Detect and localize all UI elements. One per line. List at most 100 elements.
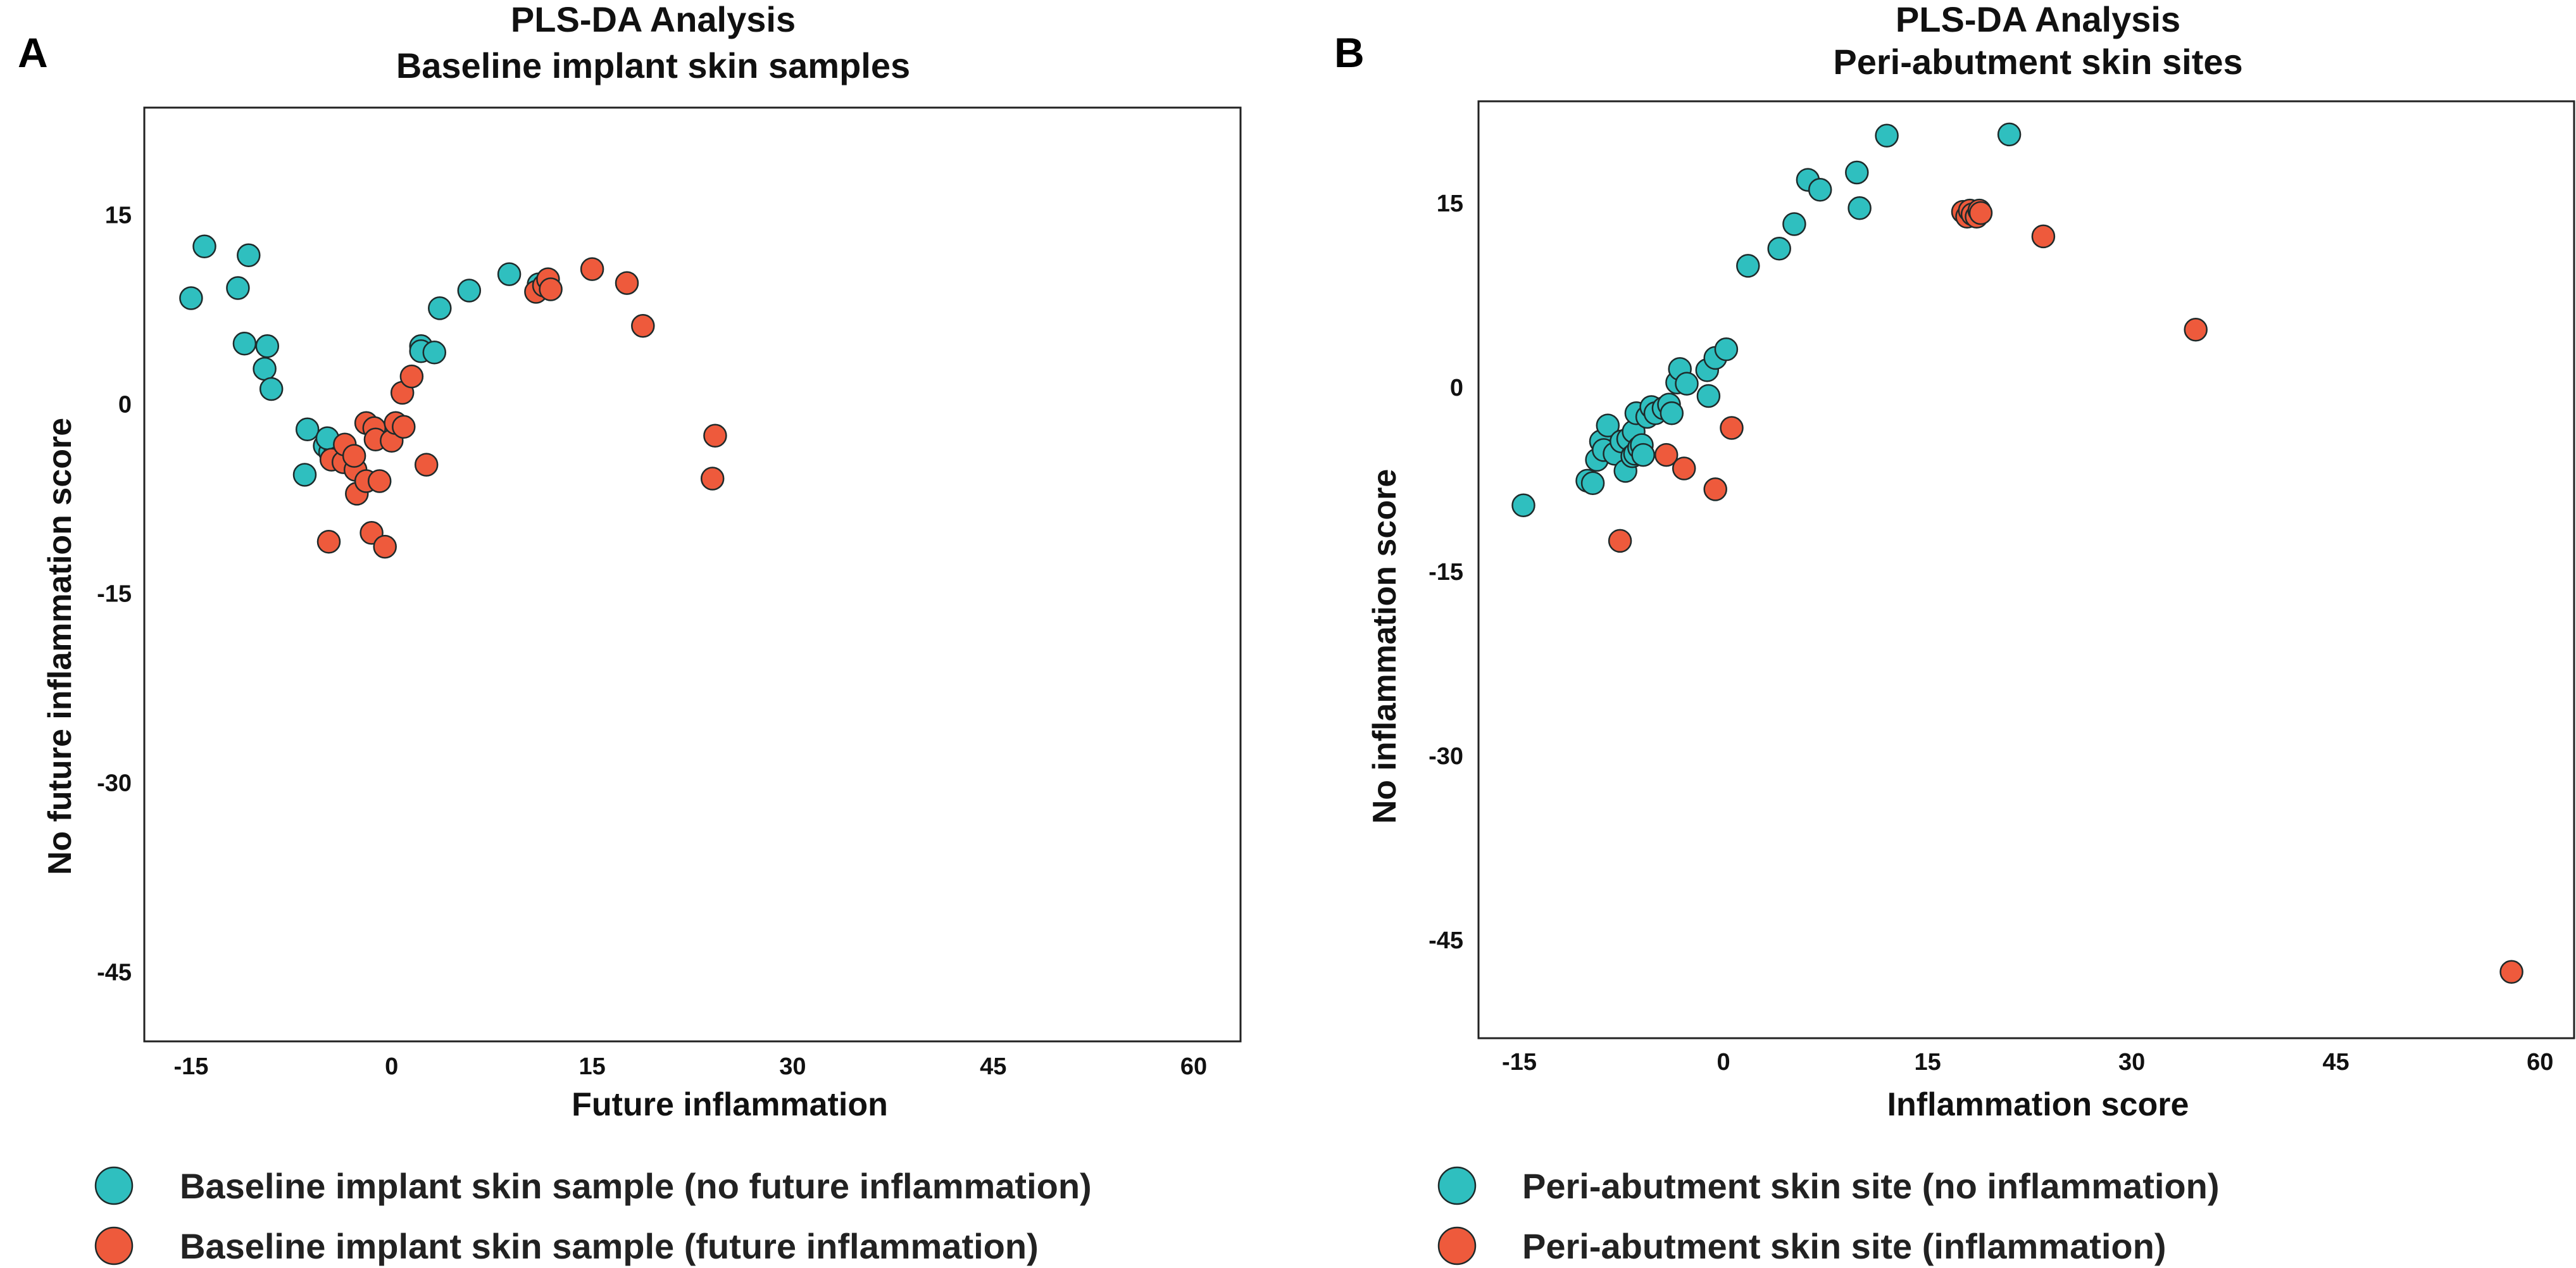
panel-a-data-point [373, 534, 397, 559]
panel-b-title: PLS-DA Analysis [1896, 0, 2180, 39]
panel-a-x-tick-label: 15 [578, 1053, 605, 1080]
panel-a-series-red [316, 257, 727, 559]
panel-a-data-point [192, 234, 216, 259]
panel-a-data-point [342, 444, 366, 468]
panel-a-plot-frame [143, 106, 1242, 1043]
panel-b-x-tick-label: -15 [1502, 1049, 1537, 1076]
panel-b-data-point [1580, 471, 1605, 496]
panel-a-x-axis-label: Future inflammation [572, 1086, 888, 1123]
panel-b-data-point [1631, 443, 1655, 467]
panel-a-data-point [367, 469, 392, 493]
panel-b-x-tick-label: 0 [1716, 1049, 1730, 1076]
panel-b-y-axis-label: No inflammation score [1366, 469, 1403, 824]
panel-a-data-point [259, 377, 284, 401]
panel-a-title: PLS-DA Analysis [511, 0, 796, 39]
panel-a-y-tick-label: 0 [118, 391, 132, 418]
panel-b-data-point [2184, 318, 2208, 342]
panel-a-data-point [580, 257, 604, 281]
panel-a-data-point [615, 271, 639, 295]
panel-b-data-point [1767, 237, 1791, 261]
panel-b-y-tick-label: 15 [1437, 191, 1463, 217]
panel-a-data-point [232, 331, 257, 356]
panel-b-legend-label-no-inflammation: Peri-abutment skin site (no inflammation… [1522, 1166, 2219, 1206]
panel-b-y-tick-label: -15 [1429, 559, 1463, 586]
panel-a-data-point [253, 356, 277, 381]
panel-a-data-point [703, 424, 727, 448]
panel-a-data-point [179, 286, 203, 310]
panel-a-data-point [392, 415, 416, 439]
panel-a-y-tick-label: -15 [97, 581, 132, 607]
panel-b: B PLS-DA Analysis Peri-abutment skin sit… [1334, 0, 2575, 1266]
panel-a-legend-red-marker [94, 1226, 134, 1265]
panel-a-y-tick-label: 15 [105, 202, 132, 229]
panel-a-data-point [414, 453, 439, 477]
panel-a-x-tick-label: 30 [779, 1053, 806, 1080]
panel-a-series-teal [179, 234, 551, 487]
panel-b-series-red [1608, 198, 2523, 984]
panel-a-data-point [428, 296, 452, 320]
panel-b-data-point [1696, 384, 1721, 408]
panel-b-data-point [1968, 201, 1993, 225]
panel-b-subtitle: Peri-abutment skin sites [1833, 42, 2242, 82]
panel-b-data-point [1848, 196, 1872, 220]
panel-b-data-point [1808, 177, 1832, 202]
panel-b-series-teal [1511, 122, 2022, 517]
panel-a-y-tick-label: -30 [97, 770, 132, 796]
panel-b-x-tick-label: 15 [1914, 1049, 1941, 1076]
panel-a-legend-teal-marker [94, 1166, 134, 1205]
panel-a-data-point [226, 276, 250, 300]
panel-b-data-point [1654, 443, 1679, 467]
panel-a-y-tick-label: -45 [97, 959, 132, 986]
panel-b-y-tick-label: 0 [1450, 375, 1463, 401]
panel-a-subtitle: Baseline implant skin samples [396, 46, 910, 85]
panel-a-legend-label-no-future-inflammation: Baseline implant skin sample (no future … [180, 1166, 1092, 1206]
panel-a-data-point [422, 340, 447, 365]
panel-b-data-point [1511, 493, 1535, 517]
panel-a-letter: A [18, 29, 48, 76]
panel-a-data-point [631, 314, 655, 338]
panel-b-data-point [1845, 160, 1869, 185]
panel-a-x-tick-label: 60 [1180, 1053, 1207, 1080]
panel-b-data-point [1997, 122, 2022, 147]
panel-b-data-point [1875, 123, 1899, 148]
panel-a-data-point [316, 529, 341, 554]
panel-b-legend-label-inflammation: Peri-abutment skin site (inflammation) [1522, 1226, 2166, 1266]
panel-b-data-point [1736, 254, 1760, 278]
panel-b-data-point [1675, 372, 1699, 396]
panel-b-x-tick-label: 60 [2527, 1049, 2553, 1076]
panel-b-data-point [1714, 337, 1739, 361]
panel-b-data-point [1720, 416, 1744, 440]
panel-b-x-tick-label: 45 [2323, 1049, 2349, 1076]
panel-a-y-axis-label: No future inflammation score [42, 418, 78, 875]
panel-b-data-point [1703, 477, 1727, 501]
panel-b-letter: B [1334, 29, 1365, 76]
panel-b-data-point [1596, 413, 1620, 437]
panel-a-data-point [295, 417, 320, 442]
panel-b-legend-teal-marker [1437, 1166, 1477, 1205]
panel-b-data-point [1608, 529, 1632, 553]
panel-b-plot-frame [1477, 100, 2575, 1039]
panel-a-x-tick-label: -15 [173, 1053, 208, 1080]
panel-b-data-point [2499, 960, 2523, 984]
panel-b-data-point [1672, 456, 1696, 480]
panel-a-x-tick-label: 0 [385, 1053, 398, 1080]
panel-b-data-point [1782, 212, 1806, 236]
panel-a-data-point [497, 262, 522, 286]
panel-b-y-tick-label: -45 [1429, 927, 1463, 954]
panel-b-y-tick-label: -30 [1429, 743, 1463, 770]
panel-a-data-point [237, 243, 261, 267]
panel-b-legend-red-marker [1437, 1226, 1477, 1265]
panel-b-x-tick-label: 30 [2118, 1049, 2145, 1076]
panel-b-x-axis-label: Inflammation score [1887, 1086, 2189, 1123]
panel-a-data-point [457, 279, 482, 303]
panel-a-data-point [700, 467, 725, 491]
panel-a: A PLS-DA Analysis Baseline implant skin … [18, 0, 1242, 1266]
panel-a-data-point [255, 334, 280, 358]
panel-a-x-tick-label: 45 [980, 1053, 1006, 1080]
panel-a-legend-label-future-inflammation: Baseline implant skin sample (future inf… [180, 1226, 1039, 1266]
panel-a-data-point [292, 463, 317, 487]
panel-b-data-point [2031, 224, 2056, 249]
panel-a-data-point [539, 277, 563, 301]
panel-a-data-point [399, 364, 424, 389]
